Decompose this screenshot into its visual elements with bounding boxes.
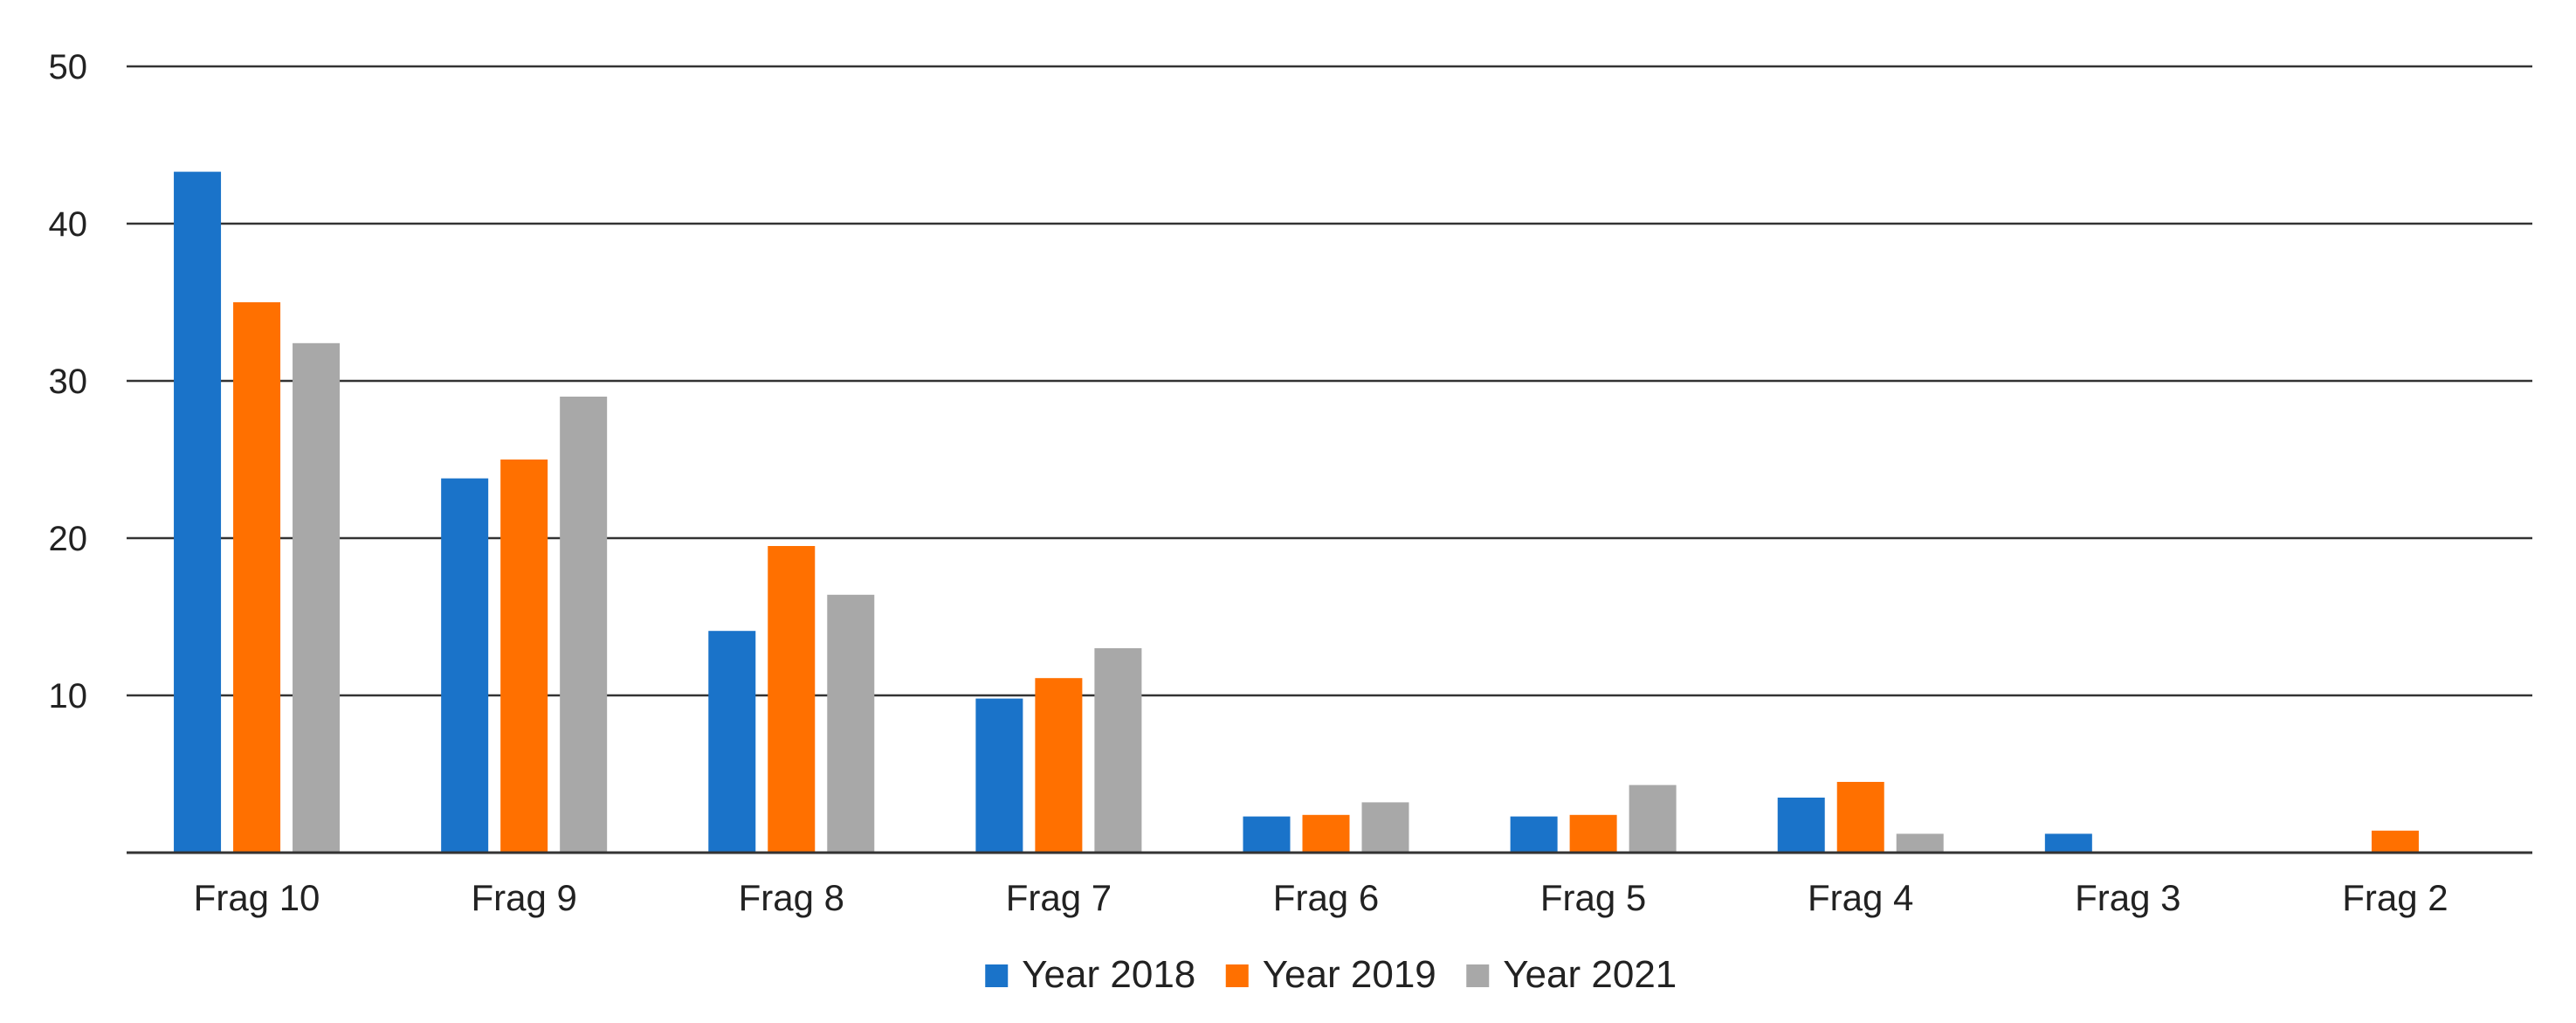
- bar-year-2021-frag-5: [1629, 785, 1677, 853]
- bar-year-2019-frag-6: [1302, 814, 1350, 853]
- bar-year-2019-frag-4: [1836, 782, 1884, 853]
- bar-year-2021-frag-4: [1896, 833, 1944, 853]
- x-category-label: Frag 5: [1540, 877, 1646, 918]
- legend-swatch: [1225, 964, 1249, 987]
- y-tick-label: 10: [49, 677, 88, 715]
- legend-swatch: [985, 964, 1009, 987]
- bar-year-2021-frag-7: [1094, 648, 1142, 853]
- bar-year-2018-frag-3: [2044, 833, 2092, 853]
- legend: Year 2018 Year 2019 Year 2021: [985, 953, 1677, 996]
- bar-year-2018-frag-7: [975, 698, 1023, 853]
- y-axis-tick-labels: 10 20 30 40 50: [49, 48, 88, 715]
- x-category-label: Frag 2: [2342, 877, 2448, 918]
- y-tick-label: 50: [49, 48, 88, 86]
- bar-year-2019-frag-10: [233, 302, 281, 853]
- bar-year-2021-frag-9: [560, 397, 608, 853]
- legend-item-year-2018: Year 2018: [985, 953, 1195, 996]
- legend-item-year-2021: Year 2021: [1466, 953, 1677, 996]
- x-category-label: Frag 3: [2075, 877, 2180, 918]
- bar-year-2018-frag-9: [441, 478, 489, 853]
- y-tick-label: 20: [49, 520, 88, 558]
- x-axis-category-labels: Frag 10 Frag 9 Frag 8 Frag 7 Frag 6 Frag 5 Fra…: [194, 877, 2449, 918]
- x-category-label: Frag 9: [471, 877, 576, 918]
- x-category-label: Frag 4: [1808, 877, 1913, 918]
- legend-swatch: [1466, 964, 1490, 987]
- legend-item-year-2019: Year 2019: [1225, 953, 1436, 996]
- x-category-label: Frag 10: [194, 877, 320, 918]
- bar-year-2018-frag-6: [1243, 816, 1291, 853]
- legend-label: Year 2019: [1263, 953, 1436, 996]
- bar-year-2019-frag-2: [2371, 830, 2419, 853]
- bar-year-2019-frag-7: [1035, 678, 1083, 853]
- bar-year-2021-frag-10: [293, 342, 341, 853]
- bar-year-2018-frag-5: [1510, 816, 1558, 853]
- legend-label: Year 2021: [1503, 953, 1677, 996]
- x-category-label: Frag 6: [1273, 877, 1379, 918]
- bar-year-2018-frag-10: [174, 171, 222, 854]
- bars: [174, 171, 2419, 854]
- y-tick-label: 30: [49, 363, 88, 401]
- bar-year-2018-frag-4: [1777, 798, 1825, 853]
- y-tick-label: 40: [49, 205, 88, 244]
- bar-year-2019-frag-9: [500, 460, 548, 853]
- bar-year-2021-frag-6: [1361, 802, 1409, 853]
- bar-year-2021-frag-8: [827, 594, 875, 853]
- legend-label: Year 2018: [1022, 953, 1195, 996]
- bar-year-2018-frag-8: [708, 631, 756, 853]
- x-category-label: Frag 7: [1006, 877, 1112, 918]
- bar-year-2019-frag-5: [1569, 814, 1617, 853]
- x-category-label: Frag 8: [739, 877, 844, 918]
- bar-year-2019-frag-8: [768, 546, 816, 853]
